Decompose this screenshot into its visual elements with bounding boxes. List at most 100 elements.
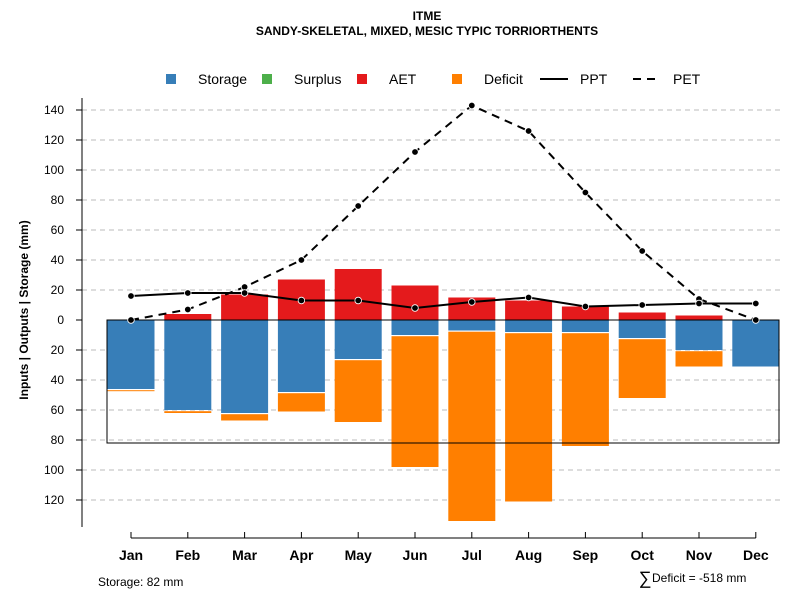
legend-label-ppt: PPT	[580, 71, 608, 87]
y-tick-label: 20	[51, 343, 65, 357]
bar-deficit-nov	[675, 351, 723, 367]
bar-deficit-aug	[505, 333, 553, 502]
point-ppt-jul	[468, 298, 476, 306]
bar-storage-may	[334, 320, 382, 359]
point-pet-dec	[752, 316, 760, 324]
bar-deficit-jan	[107, 390, 155, 392]
x-tick-label-jul: Jul	[462, 547, 482, 563]
y-axis-label: Inputs | Outputs | Storage (mm)	[17, 220, 31, 399]
bar-aet-may	[334, 269, 382, 320]
x-tick-label-dec: Dec	[743, 547, 769, 563]
y-tick-label: 100	[44, 463, 64, 477]
point-pet-may	[354, 202, 362, 210]
y-tick-label: 40	[51, 253, 65, 267]
bar-aet-nov	[675, 315, 723, 320]
y-tick-label: 0	[57, 313, 64, 327]
deficit-footer: Deficit = -518 mm	[652, 571, 746, 585]
legend-swatch-aet	[357, 74, 367, 84]
bars	[107, 269, 780, 521]
point-pet-apr	[297, 256, 306, 264]
point-ppt-apr	[297, 296, 306, 305]
bar-storage-nov	[675, 320, 723, 350]
y-tick-label: 60	[51, 403, 65, 417]
point-ppt-dec	[752, 299, 760, 308]
x-axis: Jan Feb Mar Apr May Jun Jul Aug Sep Oct Nov Dec	[119, 532, 769, 563]
legend: Storage Surplus AET Deficit PPT PET	[166, 71, 701, 87]
x-tick-label-nov: Nov	[686, 547, 713, 563]
x-tick-label-oct: Oct	[631, 547, 655, 563]
bar-deficit-feb	[164, 411, 212, 413]
point-ppt-oct	[638, 301, 646, 309]
bar-storage-apr	[277, 320, 325, 392]
legend-label-deficit: Deficit	[484, 71, 523, 87]
legend-label-surplus: Surplus	[294, 71, 341, 87]
y-tick-label: 140	[44, 103, 64, 117]
x-tick-label-sep: Sep	[573, 547, 599, 563]
legend-swatch-surplus	[262, 74, 272, 84]
y-tick-label: 120	[44, 133, 64, 147]
point-ppt-aug	[524, 293, 533, 302]
point-pet-jun	[411, 148, 419, 156]
x-tick-label-jun: Jun	[403, 547, 428, 563]
y-tick-label: 20	[51, 283, 65, 297]
y-tick-label: 60	[51, 223, 65, 237]
bar-storage-feb	[164, 320, 212, 410]
plot-frame	[106, 319, 780, 444]
y-tick-label: 120	[44, 493, 64, 507]
bar-deficit-jun	[391, 336, 439, 467]
bar-deficit-oct	[618, 339, 666, 398]
bar-aet-aug	[505, 300, 553, 320]
bar-storage-oct	[618, 320, 666, 338]
y-tick-label: 80	[51, 433, 65, 447]
legend-swatch-storage	[166, 74, 176, 84]
y-tick-label: 100	[44, 163, 64, 177]
bar-storage-sep	[561, 320, 609, 332]
x-tick-label-jan: Jan	[119, 547, 143, 563]
point-pet-aug	[524, 127, 533, 135]
storage-footer: Storage: 82 mm	[98, 575, 183, 589]
legend-label-pet: PET	[673, 71, 701, 87]
legend-label-storage: Storage	[198, 71, 247, 87]
line-ppt	[130, 292, 756, 310]
bar-storage-jul	[448, 320, 496, 331]
point-ppt-may	[354, 296, 362, 305]
point-pet-sep	[581, 188, 590, 197]
x-tick-label-may: May	[345, 547, 372, 563]
point-pet-oct	[638, 247, 646, 255]
chart-title: ITME	[413, 9, 442, 23]
sum-symbol: ∑	[639, 568, 652, 588]
bar-storage-mar	[221, 320, 269, 413]
point-pet-feb	[184, 305, 192, 314]
x-tick-label-aug: Aug	[515, 547, 542, 563]
bar-aet-sep	[561, 306, 609, 320]
point-pet-jan	[127, 316, 135, 324]
point-ppt-jan	[127, 292, 135, 300]
bar-aet-jun	[391, 285, 439, 320]
bar-deficit-jul	[448, 331, 496, 521]
chart-subtitle: SANDY-SKELETAL, MIXED, MESIC TYPIC TORRI…	[256, 24, 598, 38]
point-ppt-jun	[411, 304, 419, 312]
bar-aet-oct	[618, 312, 666, 320]
bar-deficit-sep	[561, 333, 609, 446]
bar-deficit-mar	[221, 414, 269, 421]
bar-storage-jun	[391, 320, 439, 335]
bar-deficit-apr	[277, 393, 325, 412]
bar-aet-feb	[164, 314, 212, 320]
line-pet	[130, 104, 757, 321]
point-ppt-feb	[184, 289, 192, 297]
x-tick-label-apr: Apr	[289, 547, 314, 563]
bar-aet-mar	[221, 294, 269, 320]
series-lines	[127, 101, 760, 324]
y-axis: 0 20 40 60 80 100 120 140 20 40 60 80 100 120	[44, 98, 83, 527]
point-ppt-nov	[695, 299, 703, 308]
bar-storage-aug	[505, 320, 553, 332]
x-tick-label-mar: Mar	[232, 547, 257, 563]
y-tick-label: 80	[51, 193, 65, 207]
legend-swatch-deficit	[452, 74, 462, 84]
y-tick-label: 40	[51, 373, 65, 387]
storage-capacity-box	[106, 319, 780, 444]
x-tick-label-feb: Feb	[175, 547, 200, 563]
legend-label-aet: AET	[389, 71, 417, 87]
bar-storage-dec	[732, 320, 780, 367]
